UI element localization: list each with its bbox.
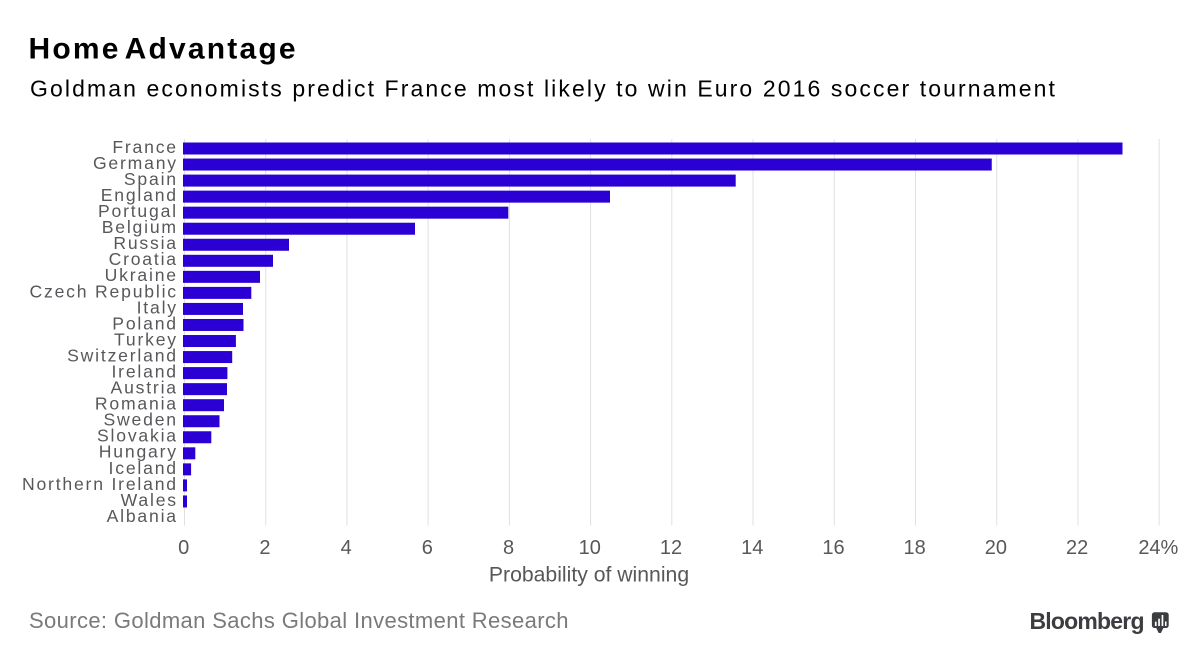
svg-text:4: 4 [341,537,352,559]
svg-text:Portugal: Portugal [98,201,178,221]
svg-text:24%: 24% [1138,537,1178,559]
svg-text:20: 20 [985,537,1007,559]
svg-text:Czech Republic: Czech Republic [29,281,177,301]
svg-text:18: 18 [904,537,926,559]
svg-text:Bloomberg: Bloomberg [1030,608,1144,634]
svg-text:Austria: Austria [111,378,178,398]
svg-text:Spain: Spain [124,169,178,189]
svg-text:14: 14 [741,537,763,559]
svg-text:Iceland: Iceland [109,458,178,478]
svg-text:Slovakia: Slovakia [97,426,178,446]
svg-text:Belgium: Belgium [102,217,178,237]
svg-text:2: 2 [259,537,270,559]
svg-text:Italy: Italy [137,297,178,317]
svg-text:Ireland: Ireland [111,362,177,382]
svg-text:Romania: Romania [95,394,178,414]
svg-text:Switzerland: Switzerland [67,345,178,365]
svg-text:Turkey: Turkey [114,329,178,349]
svg-text:10: 10 [579,537,601,559]
svg-text:England: England [101,185,178,205]
svg-text:Source: Goldman Sachs Global I: Source: Goldman Sachs Global Investment … [29,608,569,633]
svg-text:16: 16 [822,537,844,559]
svg-text:Russia: Russia [113,233,178,253]
svg-text:Sweden: Sweden [104,410,178,430]
svg-text:Hungary: Hungary [99,442,178,462]
svg-text:6: 6 [422,537,433,559]
svg-text:Goldman economists predict Fra: Goldman economists predict France most l… [30,76,1057,102]
svg-text:Germany: Germany [93,153,178,173]
svg-text:Probability of winning: Probability of winning [489,564,689,587]
svg-text:8: 8 [503,537,514,559]
svg-text:Wales: Wales [121,490,178,510]
svg-text:12: 12 [660,537,682,559]
svg-text:0: 0 [178,537,189,559]
svg-text:France: France [112,137,178,157]
svg-text:Albania: Albania [107,506,178,526]
svg-text:Home Advantage: Home Advantage [29,33,298,66]
svg-text:Poland: Poland [112,313,178,333]
svg-text:Northern Ireland: Northern Ireland [22,474,178,494]
svg-text:Croatia: Croatia [109,249,178,269]
svg-text:Ukraine: Ukraine [105,265,178,285]
svg-text:22: 22 [1066,537,1088,559]
